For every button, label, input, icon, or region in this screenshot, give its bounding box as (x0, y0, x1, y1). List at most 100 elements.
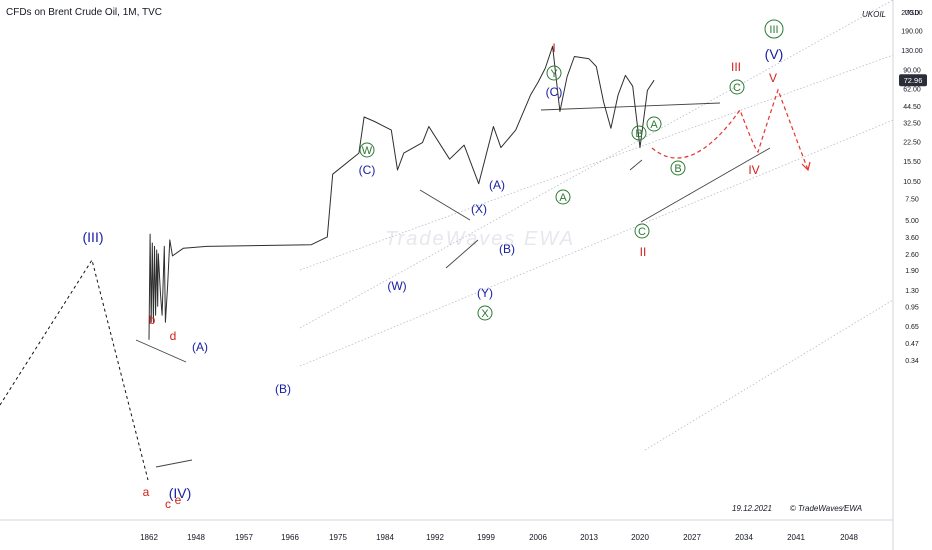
wave-label-22: B (635, 128, 642, 140)
y-tick-label-23: 0.34 (905, 358, 919, 365)
channel-line-4 (644, 299, 894, 451)
symbol-label: UKOIL (861, 10, 886, 19)
x-tick-label-6: 1984 (376, 533, 394, 542)
x-tick-label-7: 1992 (426, 533, 444, 542)
y-tick-label-10: 32.50 (903, 120, 921, 127)
wave-label-16: (Y) (477, 286, 493, 300)
x-tick-label-8: 1999 (477, 533, 495, 542)
y-tick-label-22: 0.47 (905, 341, 919, 348)
wave-label-3: b (149, 313, 156, 327)
wave-label-17: X (481, 308, 489, 320)
wave-label-30: V (769, 71, 777, 85)
wave-label-24-circle (634, 223, 650, 239)
wave-label-32: (V) (765, 46, 784, 62)
trendline-5 (419, 189, 471, 221)
wave-label-1: (III) (83, 229, 104, 245)
trendline-6 (445, 239, 479, 269)
wave-label-11: (C) (359, 163, 376, 177)
wave-label-19-circle (546, 65, 562, 81)
y-tick-label-21: 0.65 (905, 324, 919, 331)
footer-credit: © TradeWaves⁄EWA (790, 504, 862, 513)
trendline-3 (135, 339, 187, 363)
x-tick-label-2: 1948 (187, 533, 205, 542)
last-price-badge (899, 74, 927, 87)
channel-line-1 (299, 0, 894, 329)
wave-label-9: (B) (275, 382, 291, 396)
wave-label-26: B (674, 163, 681, 175)
wave-label-6: e (175, 493, 182, 507)
footer-date: 19.12.2021 (732, 504, 772, 513)
projection-arrowhead (801, 161, 811, 172)
chart-title: CFDs on Brent Crude Oil, 1M, TVC (6, 7, 162, 18)
wave-label-25: II (640, 245, 647, 259)
y-tick-label-6: 130.00 (901, 48, 923, 55)
wave-label-12: (W) (387, 279, 406, 293)
y-tick-label-4: 270.00 (901, 10, 923, 17)
x-tick-label-1: 1862 (140, 533, 158, 542)
watermark: TradeWaves EWA (385, 228, 575, 250)
y-tick-label-15: 5.00 (905, 218, 919, 225)
wave-label-24: C (638, 226, 646, 238)
y-tick-label-12: 15.50 (903, 159, 921, 166)
y-tick-label-18: 1.90 (905, 268, 919, 275)
y-tick-label-9: 44.50 (903, 104, 921, 111)
wave-label-31-circle (764, 19, 784, 39)
x-tick-label-15: 2048 (840, 533, 858, 542)
channel-line-2 (299, 54, 894, 271)
y-tick-label-14: 7.50 (905, 197, 919, 204)
trendline-7 (629, 159, 643, 171)
wave-label-31: III (769, 24, 778, 36)
wave-label-10: W (362, 145, 373, 157)
wave-label-22-circle (631, 125, 647, 141)
projection-path (651, 88, 809, 171)
y-tick-label-7: 90.00 (903, 67, 921, 74)
y-tick-label-3: 370.00 (901, 0, 923, 1)
x-tick-label-5: 1975 (329, 533, 347, 542)
wave-label-17-circle (477, 305, 493, 321)
wave-label-14: (A) (489, 178, 505, 192)
y-tick-label-8: 62.00 (903, 87, 921, 94)
y-tick-label-17: 2.60 (905, 252, 919, 259)
wave-label-18: I (552, 41, 555, 55)
y-tick-label-5: 190.00 (901, 28, 923, 35)
y-axis-unit: USD (905, 10, 920, 17)
trendline-1 (540, 102, 721, 111)
x-tick-label-13: 2034 (735, 533, 753, 542)
wave-label-4: c (165, 497, 171, 511)
trendline-2 (640, 147, 771, 223)
y-tick-label-16: 3.60 (905, 235, 919, 242)
x-tick-label-12: 2027 (683, 533, 701, 542)
wave-label-27: C (733, 82, 741, 94)
wave-label-23: A (650, 119, 658, 131)
wave-label-26-circle (670, 160, 686, 176)
wave-label-2: a (143, 485, 150, 499)
wave-label-13: (X) (471, 202, 487, 216)
y-tick-label-20: 0.95 (905, 304, 919, 311)
wave-label-21-circle (555, 189, 571, 205)
wave-label-29: IV (748, 163, 759, 177)
wave-label-19: Y (550, 68, 558, 80)
wave-label-20: (C) (546, 85, 563, 99)
price-line (148, 45, 655, 340)
x-tick-label-10: 2013 (580, 533, 598, 542)
y-tick-label-13: 10.50 (903, 179, 921, 186)
last-price-value: 72.96 (904, 76, 923, 85)
x-tick-label-14: 2041 (787, 533, 805, 542)
y-tick-label-19: 1.30 (905, 288, 919, 295)
wave-label-15: (B) (499, 242, 515, 256)
trendline-4 (155, 459, 193, 468)
x-tick-label-9: 2006 (529, 533, 547, 542)
wave-label-28: III (731, 60, 741, 74)
x-tick-label-11: 2020 (631, 533, 649, 542)
wave-label-5: d (170, 329, 177, 343)
wave-label-7: (IV) (169, 485, 192, 501)
x-tick-label-4: 1966 (281, 533, 299, 542)
wave-label-10-circle (359, 142, 375, 158)
wave-label-23-circle (646, 116, 662, 132)
wave-label-8: (A) (192, 340, 208, 354)
wave-label-27-circle (729, 79, 745, 95)
historical-wave-path (0, 258, 149, 481)
y-tick-label-11: 22.50 (903, 140, 921, 147)
